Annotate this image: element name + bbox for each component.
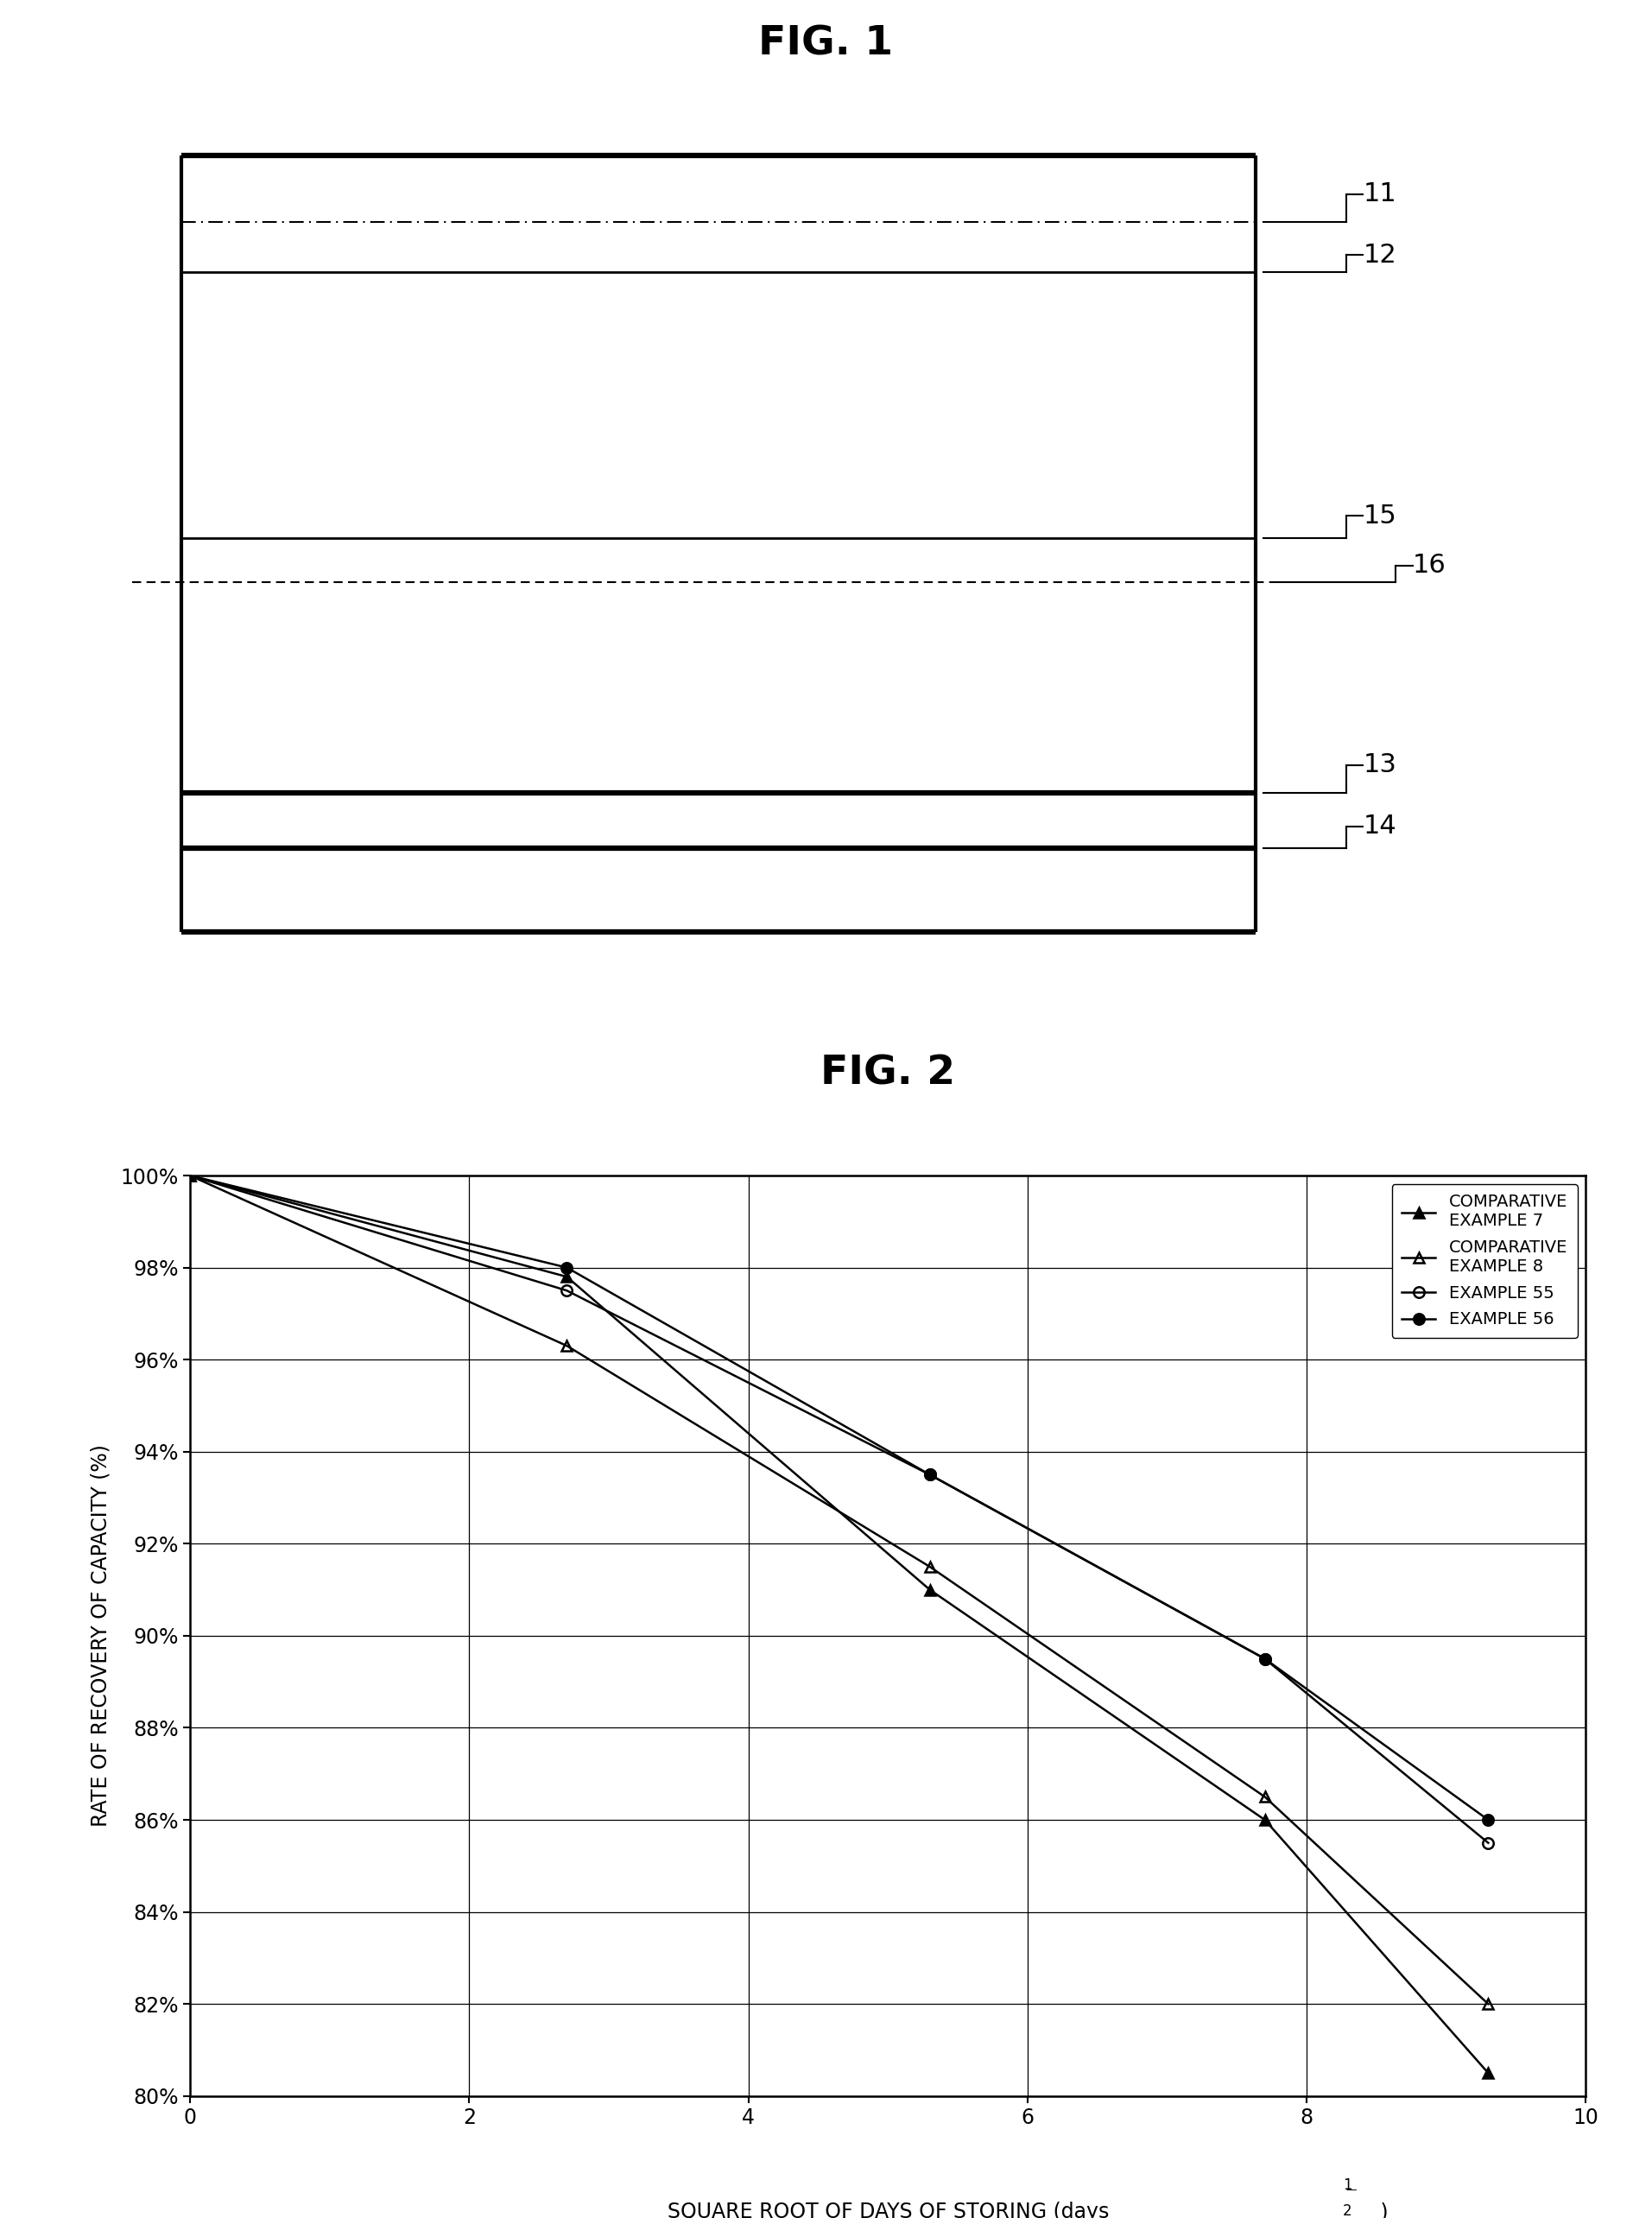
Text: SQUARE ROOT OF DAYS OF STORING (days: SQUARE ROOT OF DAYS OF STORING (days xyxy=(667,2202,1108,2218)
EXAMPLE 56 xyxy=(557,1255,577,1282)
COMPARATIVE
EXAMPLE 7 xyxy=(557,1264,577,1291)
Text: 12: 12 xyxy=(1363,242,1396,268)
EXAMPLE 56 xyxy=(920,1462,940,1488)
COMPARATIVE
EXAMPLE 8 xyxy=(180,1162,200,1189)
Text: 2: 2 xyxy=(1343,2205,1353,2218)
Text: 15: 15 xyxy=(1363,503,1396,528)
Text: 14: 14 xyxy=(1363,814,1396,838)
COMPARATIVE
EXAMPLE 8 xyxy=(920,1553,940,1579)
EXAMPLE 55 xyxy=(1479,1830,1498,1856)
Text: FIG. 1: FIG. 1 xyxy=(758,24,894,64)
EXAMPLE 56 xyxy=(180,1162,200,1189)
Line: COMPARATIVE
EXAMPLE 7: COMPARATIVE EXAMPLE 7 xyxy=(185,1171,1493,2078)
EXAMPLE 55 xyxy=(557,1278,577,1304)
EXAMPLE 55 xyxy=(180,1162,200,1189)
Text: 13: 13 xyxy=(1363,752,1396,779)
COMPARATIVE
EXAMPLE 7 xyxy=(1256,1805,1275,1832)
COMPARATIVE
EXAMPLE 8 xyxy=(1256,1783,1275,1810)
Text: 11: 11 xyxy=(1363,182,1396,206)
COMPARATIVE
EXAMPLE 7 xyxy=(1479,2061,1498,2087)
Text: 16: 16 xyxy=(1412,552,1446,579)
COMPARATIVE
EXAMPLE 8 xyxy=(557,1333,577,1360)
Line: EXAMPLE 55: EXAMPLE 55 xyxy=(185,1171,1493,1848)
EXAMPLE 56 xyxy=(1256,1646,1275,1672)
EXAMPLE 56 xyxy=(1479,1805,1498,1832)
EXAMPLE 55 xyxy=(920,1462,940,1488)
Text: FIG. 2: FIG. 2 xyxy=(821,1054,955,1093)
Text: 1: 1 xyxy=(1343,2178,1353,2194)
Line: COMPARATIVE
EXAMPLE 8: COMPARATIVE EXAMPLE 8 xyxy=(185,1171,1493,2010)
Text: —: — xyxy=(1346,2185,1356,2196)
Line: EXAMPLE 56: EXAMPLE 56 xyxy=(185,1171,1493,1825)
Y-axis label: RATE OF RECOVERY OF CAPACITY (%): RATE OF RECOVERY OF CAPACITY (%) xyxy=(91,1444,111,1828)
Legend: COMPARATIVE
EXAMPLE 7, COMPARATIVE
EXAMPLE 8, EXAMPLE 55, EXAMPLE 56: COMPARATIVE EXAMPLE 7, COMPARATIVE EXAMP… xyxy=(1391,1184,1578,1337)
COMPARATIVE
EXAMPLE 7 xyxy=(180,1162,200,1189)
COMPARATIVE
EXAMPLE 8 xyxy=(1479,1992,1498,2018)
EXAMPLE 55 xyxy=(1256,1646,1275,1672)
COMPARATIVE
EXAMPLE 7 xyxy=(920,1577,940,1604)
Text: ): ) xyxy=(1374,2202,1388,2218)
